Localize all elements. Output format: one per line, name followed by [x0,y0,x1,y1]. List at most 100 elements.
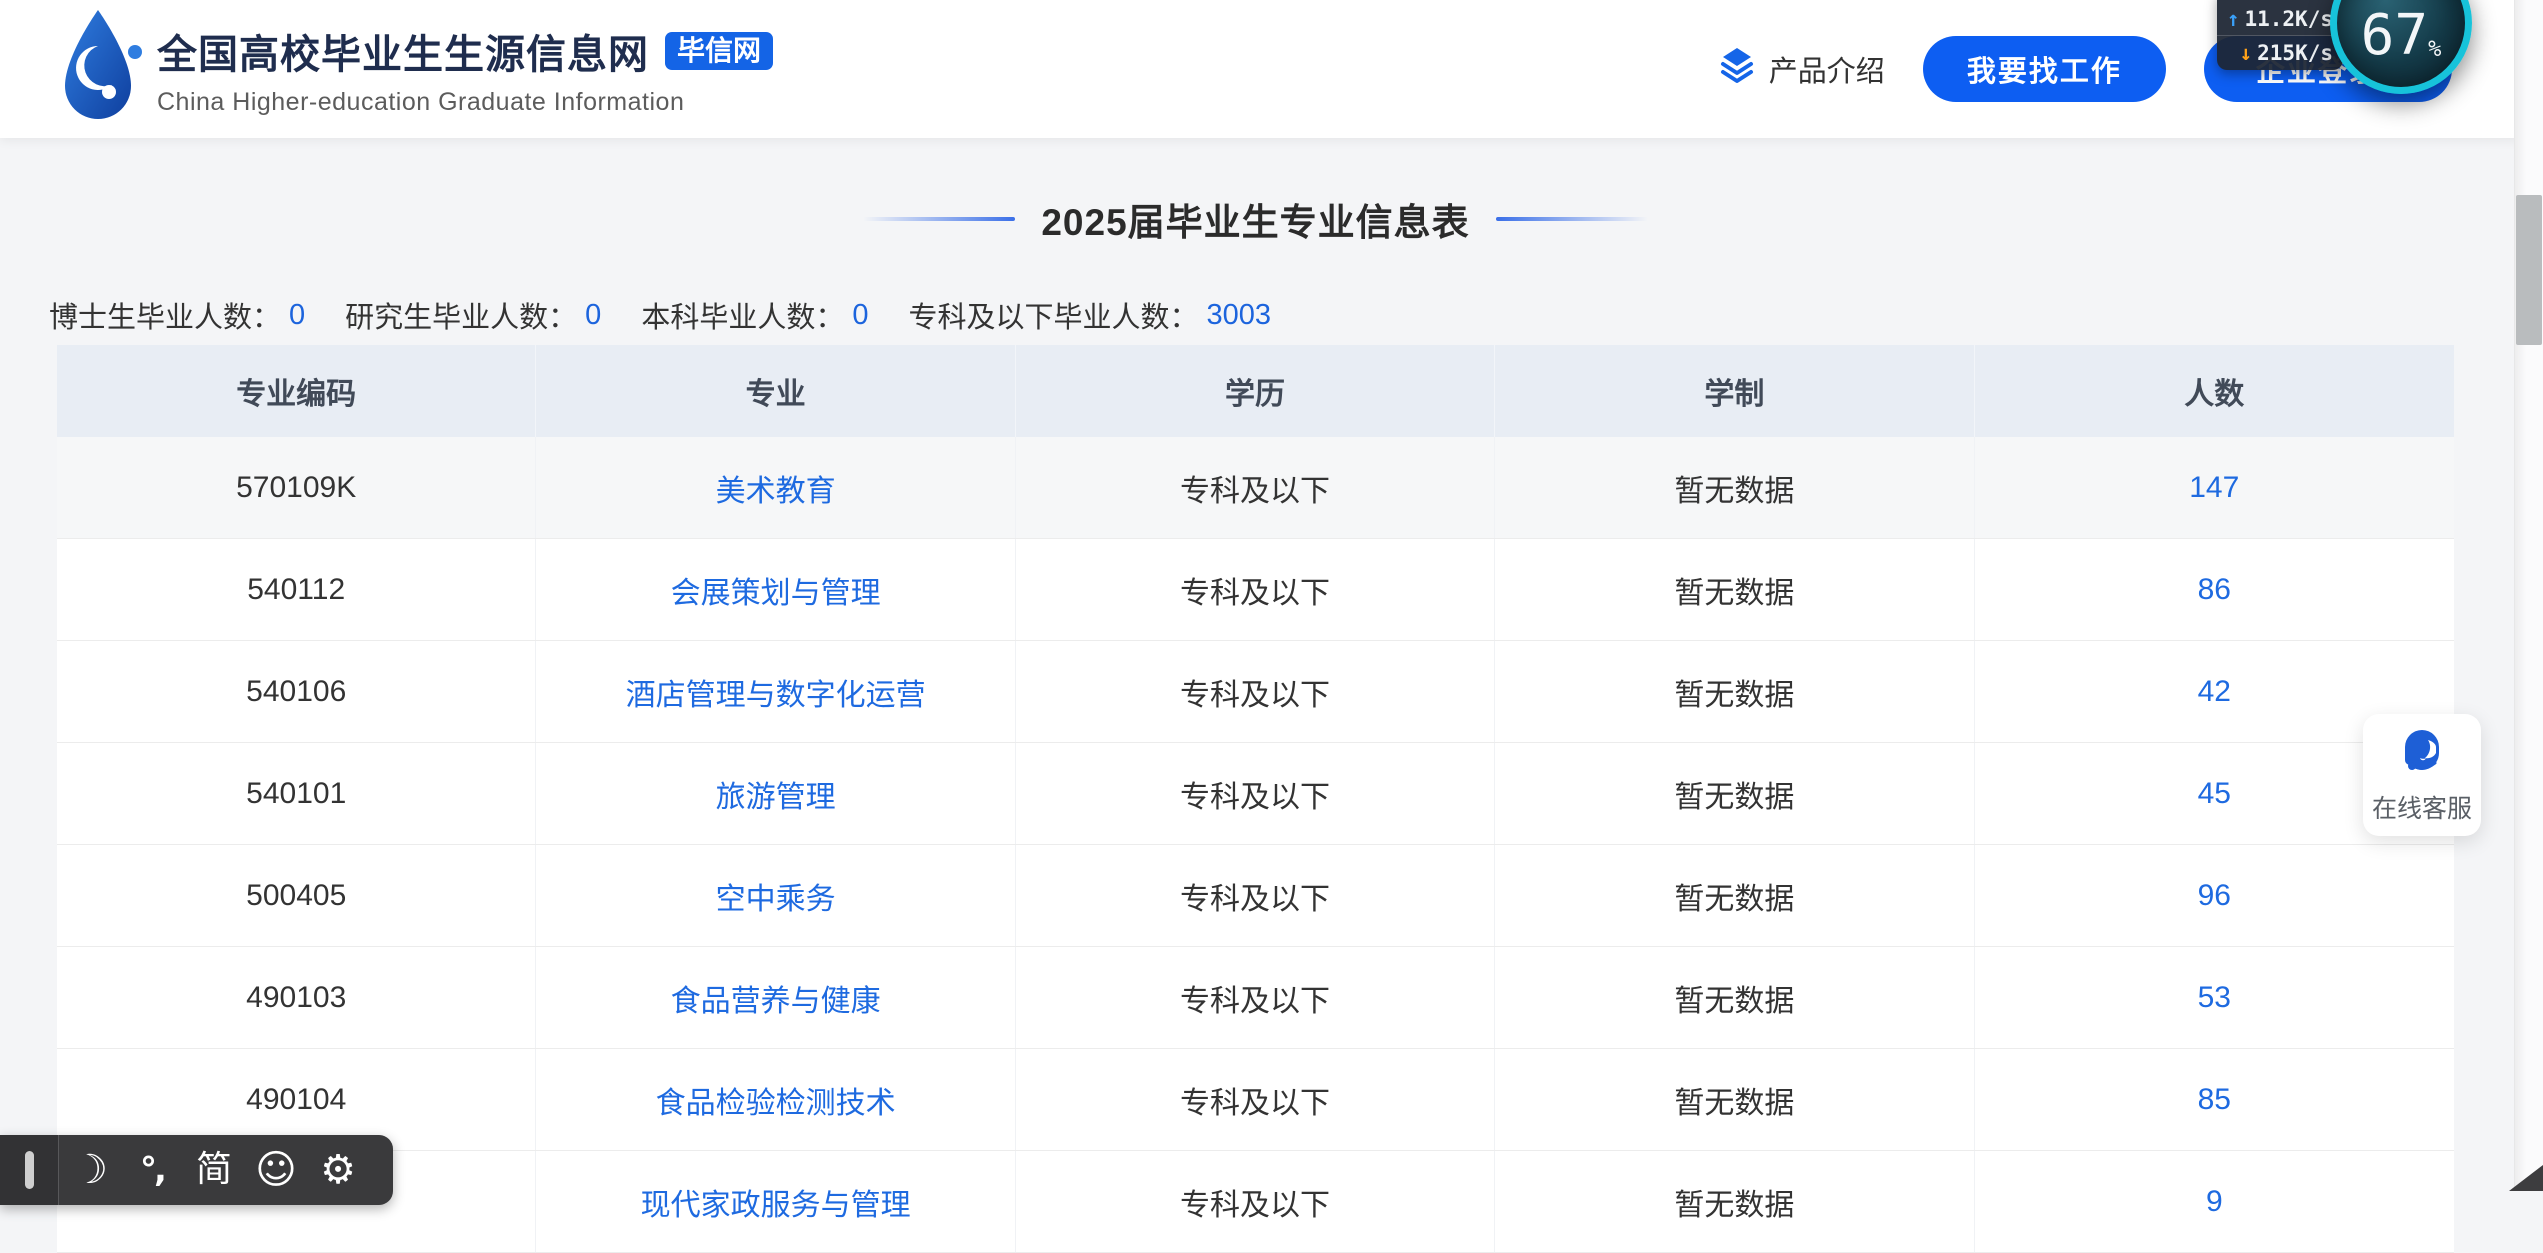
stat-value: 3003 [1206,298,1271,331]
stat-item: 专科及以下毕业人数： 3003 [908,294,1271,336]
site-subtitle: China Higher-education Graduate Informat… [157,87,685,116]
online-customer-service-button[interactable]: 在线客服 [2363,714,2481,836]
upload-arrow-icon: ↑ [2226,6,2240,31]
major-name-cell: 食品检验检测技术 [536,1049,1016,1150]
ime-simplified-chinese-icon[interactable]: 简 [195,1149,232,1190]
ime-moon-icon[interactable]: ☽ [72,1147,108,1193]
ime-cursor-cell [0,1135,59,1205]
text-cursor-icon [24,1151,34,1189]
count-cell: 9 [1975,1151,2454,1252]
column-header: 专业编码 [57,345,537,437]
site-title: 全国高校毕业生生源信息网 [157,32,649,77]
section-title-wrap: 2025届毕业生专业信息表 [57,192,2454,246]
table-row: 现代家政服务与管理 专科及以下 暂无数据 9 [57,1151,2454,1253]
duration-cell: 暂无数据 [1495,539,1975,640]
ime-emoji-icon[interactable]: ☺ [255,1147,297,1193]
ime-toolbar: ☽ °, 简 ☺ ⚙ [0,1135,393,1205]
download-arrow-icon: ↓ [2239,40,2253,65]
degree-cell: 专科及以下 [1016,743,1496,844]
major-code-cell: 490104 [57,1049,537,1150]
column-header: 人数 [2184,378,2245,411]
count-cell-link[interactable]: 86 [2197,572,2231,606]
major-name-cell-link[interactable]: 会展策划与管理 [670,576,881,610]
degree-cell: 专科及以下 [1016,947,1496,1048]
site-logo[interactable]: 全国高校毕业生生源信息网 毕信网 China Higher-education … [57,8,774,130]
customer-service-label: 在线客服 [2371,794,2472,823]
duration-cell: 暂无数据 [1495,1151,1975,1252]
find-job-button[interactable]: 我要找工作 [1922,36,2166,102]
major-code-cell: 500405 [57,845,537,946]
count-cell-link[interactable]: 45 [2197,776,2231,810]
column-header: 专业 [536,345,1016,437]
count-cell: 96 [1975,845,2454,946]
network-speed-widget[interactable]: ↑ 11.2K/s ↓ 215K/s [2217,0,2343,70]
gauge-value: 67 [2360,3,2429,68]
major-code-cell: 490103 [57,947,537,1048]
ime-punctuation-icon[interactable]: °, [140,1150,167,1190]
major-code-cell: 540112 [57,539,537,640]
duration-cell: 暂无数据 [1495,947,1975,1048]
major-code-cell: 570109K [57,437,537,538]
table-row: 540112 会展策划与管理 专科及以下 暂无数据 86 [57,539,2454,641]
degree-cell: 专科及以下 [1016,641,1496,742]
count-cell-link[interactable]: 147 [2189,470,2240,504]
stat-label: 专科及以下毕业人数： [908,302,1199,334]
headset-agent-icon [2398,726,2446,779]
graduate-stats-row: 博士生毕业人数： 0 研究生毕业人数： 0 本科毕业人数： 0 专科及以下毕业人数： 3003 [49,294,1271,336]
stat-label: 博士生毕业人数： [49,302,282,334]
major-name-cell-link[interactable]: 空中乘务 [715,882,836,916]
stat-label: 本科毕业人数： [641,302,845,334]
major-name-cell: 酒店管理与数字化运营 [536,641,1016,742]
count-cell-link[interactable]: 96 [2197,878,2231,912]
major-name-cell-link[interactable]: 美术教育 [715,474,836,508]
major-name-cell: 现代家政服务与管理 [536,1151,1016,1252]
count-cell: 86 [1975,539,2454,640]
site-header: 全国高校毕业生生源信息网 毕信网 China Higher-education … [0,0,2543,138]
major-name-cell: 会展策划与管理 [536,539,1016,640]
count-cell-link[interactable]: 42 [2197,674,2231,708]
stat-value: 0 [852,298,869,331]
upload-speed-row: ↑ 11.2K/s [2217,2,2343,35]
download-speed-row: ↓ 215K/s [2217,35,2343,69]
major-name-cell-link[interactable]: 酒店管理与数字化运营 [625,678,926,712]
upload-speed-value: 11.2K/s [2244,6,2333,31]
gauge-unit: % [2428,36,2442,62]
major-name-cell-link[interactable]: 旅游管理 [715,780,836,814]
major-name-cell: 食品营养与健康 [536,947,1016,1048]
count-cell-link[interactable]: 85 [2197,1082,2231,1116]
table-row: 500405 空中乘务 专科及以下 暂无数据 96 [57,845,2454,947]
logo-droplet-icon [57,8,143,130]
major-name-cell: 空中乘务 [536,845,1016,946]
duration-cell: 暂无数据 [1495,437,1975,538]
title-decor-line-right [1495,217,1648,221]
stat-item: 本科毕业人数： 0 [641,294,868,336]
layers-icon [1717,45,1757,93]
count-cell-link[interactable]: 9 [2205,1184,2223,1218]
title-decor-line-left [863,217,1016,221]
major-name-cell-link[interactable]: 食品检验检测技术 [655,1086,896,1120]
stat-label: 研究生毕业人数： [345,302,578,334]
stat-value: 0 [585,298,602,331]
scrollbar-thumb[interactable] [2516,195,2542,345]
table-body: 570109K 美术教育 专科及以下 暂无数据 147 540112 会展策划与管理 专科及以… [57,437,2454,1253]
duration-cell: 暂无数据 [1495,641,1975,742]
major-name-cell-link[interactable]: 食品营养与健康 [670,984,881,1018]
duration-cell: 暂无数据 [1495,743,1975,844]
table-row: 540101 旅游管理 专科及以下 暂无数据 45 [57,743,2454,845]
nav-product-intro[interactable]: 产品介绍 [1717,45,1885,93]
duration-cell: 暂无数据 [1495,845,1975,946]
count-cell-link[interactable]: 53 [2197,980,2231,1014]
table-header-row: 专业编码 专业 学历 学制 人数 [57,345,2454,437]
page-title: 2025届毕业生专业信息表 [1041,202,1470,243]
column-header: 学制 [1495,345,1975,437]
major-code-cell: 540106 [57,641,537,742]
ime-settings-gear-icon[interactable]: ⚙ [320,1147,356,1193]
table-row: 490104 食品检验检测技术 专科及以下 暂无数据 85 [57,1049,2454,1151]
major-name-cell-link[interactable]: 现代家政服务与管理 [640,1188,911,1222]
count-cell: 53 [1975,947,2454,1048]
major-name-cell: 美术教育 [536,437,1016,538]
major-name-cell: 旅游管理 [536,743,1016,844]
nav-product-intro-label: 产品介绍 [1768,56,1885,88]
scrollbar-track[interactable] [2514,0,2543,1191]
stat-value: 0 [289,298,306,331]
